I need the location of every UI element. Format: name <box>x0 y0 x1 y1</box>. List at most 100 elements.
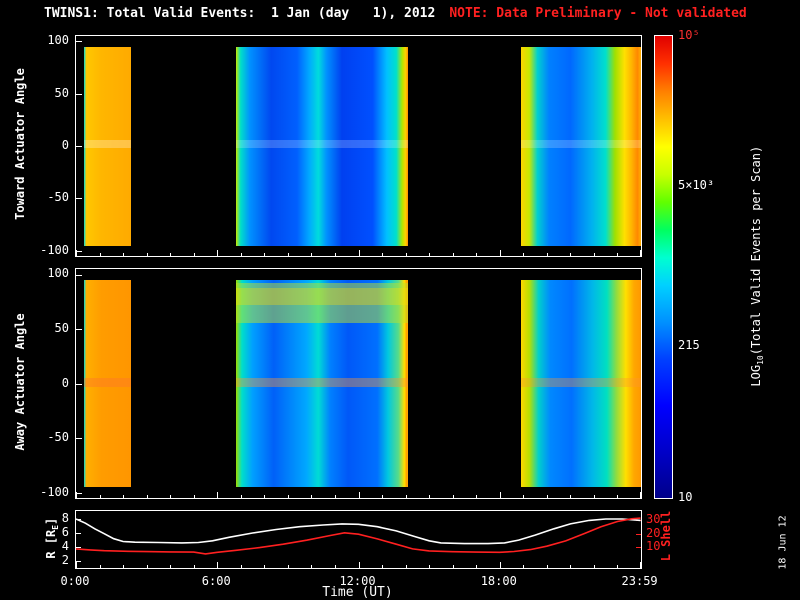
axis-tick <box>76 93 82 95</box>
tick-label: 12:00 <box>339 574 376 588</box>
tick-label: 20 <box>646 525 661 540</box>
lshell-line <box>76 517 641 555</box>
heatmap-segment <box>520 279 641 488</box>
axis-tick <box>311 495 313 498</box>
axis-tick <box>146 495 148 498</box>
axis-tick <box>570 253 572 256</box>
axis-tick <box>476 565 478 568</box>
orbit-line-panel <box>75 510 642 569</box>
axis-tick <box>76 533 81 534</box>
tick-label: 100 <box>47 33 69 48</box>
axis-tick <box>76 383 82 385</box>
axis-tick <box>452 565 454 568</box>
axis-tick <box>193 495 195 498</box>
axis-tick <box>334 495 336 498</box>
axis-tick <box>76 562 77 568</box>
heatmap-segment <box>84 46 132 246</box>
axis-tick <box>76 198 82 200</box>
tick-label: 30 <box>646 512 661 527</box>
tick-label: 50 <box>54 85 69 100</box>
toward-heatmap-panel <box>75 35 642 257</box>
axis-tick <box>523 253 525 256</box>
tick-label: -100 <box>40 484 69 499</box>
axis-tick <box>523 565 525 568</box>
axis-tick <box>452 495 454 498</box>
axis-tick <box>429 565 431 568</box>
axis-tick <box>636 546 641 548</box>
tick-label: 100 <box>47 266 69 281</box>
tick-label: 18:00 <box>480 574 517 588</box>
axis-tick <box>123 495 125 498</box>
heatmap-segment <box>520 46 641 246</box>
axis-tick <box>593 565 595 568</box>
axis-tick <box>76 329 82 330</box>
tick-label: 6 <box>61 525 69 540</box>
tick-label: 10 <box>646 538 661 553</box>
axis-tick <box>570 565 572 568</box>
axis-tick <box>264 253 266 256</box>
axis-tick <box>382 565 384 568</box>
toward-axis-label: Toward Actuator Angle <box>13 68 27 220</box>
heatmap-band <box>84 139 132 149</box>
heatmap-band <box>520 378 641 387</box>
axis-tick <box>76 438 82 439</box>
axis-tick <box>499 562 501 568</box>
axis-tick <box>170 565 172 568</box>
heatmap-segment <box>84 279 132 488</box>
time-axis-label: Time (UT) <box>322 585 393 600</box>
plot-title: TWINS1: Total Valid Events: 1 Jan (day 1… <box>44 6 436 21</box>
axis-tick <box>217 562 219 568</box>
axis-tick <box>240 253 242 256</box>
axis-tick <box>358 492 360 498</box>
axis-tick <box>146 565 148 568</box>
orbit-lines <box>76 517 641 555</box>
axis-tick <box>76 146 82 147</box>
axis-tick <box>476 253 478 256</box>
axis-tick <box>499 492 501 498</box>
axis-tick <box>546 565 548 568</box>
axis-tick <box>76 41 82 43</box>
axis-tick <box>287 495 289 498</box>
axis-tick <box>123 565 125 568</box>
axis-tick <box>193 565 195 568</box>
axis-tick <box>99 253 101 256</box>
axis-tick <box>476 495 478 498</box>
axis-tick <box>123 253 125 256</box>
axis-tick <box>217 492 219 498</box>
axis-tick <box>76 250 82 252</box>
axis-tick <box>640 492 641 498</box>
tick-label: 10 <box>678 490 693 504</box>
axis-tick <box>640 562 641 568</box>
axis-tick <box>405 495 407 498</box>
tick-label: 23:59 <box>621 574 658 588</box>
heatmap-band <box>520 139 641 149</box>
axis-tick <box>170 253 172 256</box>
tick-label: 4 <box>61 539 69 554</box>
axis-tick <box>429 495 431 498</box>
axis-tick <box>76 492 82 494</box>
r-line <box>76 518 641 545</box>
tick-label: 215 <box>678 337 700 352</box>
axis-tick <box>264 565 266 568</box>
tick-label: 0 <box>61 138 69 152</box>
tick-label: 2 <box>61 553 69 568</box>
axis-tick <box>617 495 619 498</box>
tick-label: -50 <box>47 430 69 445</box>
tick-label: 0 <box>61 375 69 390</box>
axis-tick <box>99 495 101 498</box>
axis-tick <box>358 250 360 256</box>
colorbar-axis-label: LOG10(Total Valid Events per Scan) <box>748 145 766 387</box>
axis-tick <box>640 250 641 256</box>
heatmap-band <box>236 283 408 324</box>
axis-tick <box>264 495 266 498</box>
axis-tick <box>593 495 595 498</box>
tick-label: -50 <box>47 190 69 205</box>
axis-tick <box>76 492 77 498</box>
axis-tick <box>170 495 172 498</box>
datestamp: 18 Jun 12 <box>777 515 789 570</box>
axis-tick <box>617 253 619 256</box>
axis-tick <box>334 253 336 256</box>
axis-tick <box>217 250 219 256</box>
axis-tick <box>617 565 619 568</box>
title-row: TWINS1: Total Valid Events: 1 Jan (day 1… <box>44 6 747 21</box>
